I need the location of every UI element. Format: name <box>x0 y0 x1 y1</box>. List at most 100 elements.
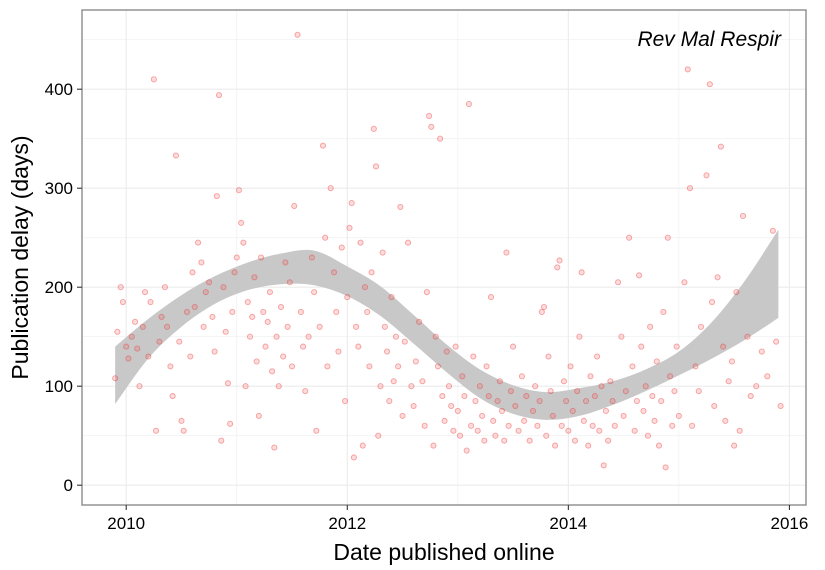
data-point <box>235 187 243 194</box>
data-point <box>445 383 453 390</box>
data-point <box>348 199 355 207</box>
data-point <box>468 422 475 429</box>
x-axis-ticks: 2010 2012 2014 2016 <box>107 505 808 533</box>
data-point <box>255 412 262 419</box>
data-point <box>408 383 415 390</box>
data-point <box>607 378 614 385</box>
data-point <box>733 289 740 296</box>
data-point <box>620 412 627 419</box>
data-point <box>316 323 323 330</box>
data-point <box>684 66 691 73</box>
data-point <box>370 125 377 132</box>
data-point <box>540 303 548 311</box>
data-point <box>459 373 466 380</box>
data-point <box>260 308 267 316</box>
data-point <box>432 333 439 340</box>
data-point <box>313 427 320 434</box>
data-point <box>589 422 596 429</box>
data-point <box>359 442 366 449</box>
data-point <box>353 323 360 330</box>
data-point <box>671 388 678 395</box>
data-point <box>580 417 587 424</box>
data-point <box>437 135 444 142</box>
data-point <box>487 294 495 301</box>
data-point <box>372 163 380 170</box>
data-point <box>277 303 285 311</box>
data-point <box>675 412 682 419</box>
data-point <box>319 142 327 149</box>
data-point <box>655 442 663 449</box>
data-point <box>119 298 126 306</box>
data-point <box>112 375 119 382</box>
data-point <box>240 239 247 246</box>
data-point <box>558 422 565 429</box>
data-point <box>611 422 618 429</box>
data-point <box>161 284 168 291</box>
data-point <box>439 393 446 400</box>
data-point <box>660 308 667 316</box>
data-point <box>523 393 530 400</box>
data-point <box>574 388 581 395</box>
data-point <box>598 383 605 390</box>
data-point <box>490 417 497 424</box>
data-point <box>605 437 612 444</box>
data-point <box>510 343 517 350</box>
data-point <box>664 234 671 241</box>
data-point <box>286 279 293 286</box>
data-point <box>262 343 269 350</box>
data-point <box>153 427 160 434</box>
data-point <box>324 363 331 370</box>
data-point <box>357 239 364 246</box>
data-point <box>134 345 141 352</box>
data-point <box>412 358 419 365</box>
x-tick-label: 2012 <box>328 514 366 533</box>
data-point <box>355 343 362 350</box>
data-point <box>330 269 338 276</box>
data-point <box>187 353 194 360</box>
y-axis-ticks: 0 100 200 300 400 <box>45 80 82 495</box>
data-point <box>472 397 479 405</box>
data-point <box>379 249 386 256</box>
data-point <box>538 308 545 316</box>
data-point <box>753 383 760 390</box>
data-point <box>141 289 149 296</box>
data-point <box>496 378 503 385</box>
data-point <box>269 368 276 375</box>
data-point <box>423 289 430 296</box>
data-point <box>368 269 375 276</box>
data-point <box>338 244 345 251</box>
x-axis-title: Date published online <box>333 539 554 565</box>
data-point <box>441 417 448 424</box>
data-point <box>189 269 196 276</box>
data-point <box>536 397 543 405</box>
data-point <box>311 289 318 296</box>
data-point <box>591 393 598 400</box>
data-point <box>582 397 590 405</box>
data-point <box>117 284 124 291</box>
data-point <box>275 383 282 390</box>
data-point <box>419 378 426 385</box>
data-point <box>147 298 154 306</box>
data-point <box>565 427 572 434</box>
data-point <box>158 313 165 320</box>
data-point <box>552 442 559 449</box>
data-point <box>549 412 556 419</box>
confidence-ribbon <box>115 229 779 420</box>
data-point <box>150 76 157 83</box>
data-point <box>224 380 231 387</box>
data-point <box>266 289 273 296</box>
data-point <box>280 353 287 360</box>
data-point <box>474 427 481 434</box>
data-point <box>375 432 382 439</box>
data-point <box>416 318 423 325</box>
data-point <box>697 323 705 330</box>
data-point <box>198 259 205 266</box>
data-point <box>769 227 776 234</box>
data-point <box>503 249 510 256</box>
data-point <box>164 323 171 330</box>
data-point <box>512 402 519 410</box>
data-point <box>322 234 329 241</box>
data-point <box>125 355 132 362</box>
data-point <box>342 397 349 405</box>
